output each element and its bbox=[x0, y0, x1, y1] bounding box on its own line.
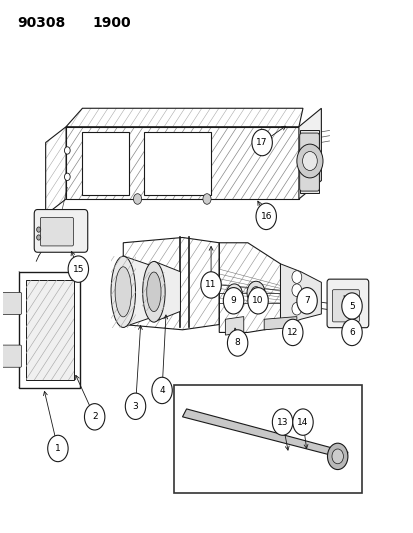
Circle shape bbox=[37, 235, 40, 240]
Circle shape bbox=[292, 409, 313, 435]
Circle shape bbox=[327, 443, 347, 470]
Circle shape bbox=[84, 403, 104, 430]
Text: 15: 15 bbox=[72, 265, 84, 273]
Circle shape bbox=[252, 130, 272, 156]
Text: 11: 11 bbox=[205, 280, 216, 289]
Circle shape bbox=[282, 319, 302, 345]
FancyBboxPatch shape bbox=[34, 209, 88, 252]
Polygon shape bbox=[299, 131, 318, 192]
Polygon shape bbox=[19, 272, 80, 388]
Circle shape bbox=[225, 284, 242, 305]
Circle shape bbox=[247, 281, 264, 304]
Text: 6: 6 bbox=[348, 328, 354, 337]
Circle shape bbox=[37, 227, 40, 232]
Text: 4: 4 bbox=[159, 386, 164, 395]
Ellipse shape bbox=[115, 266, 131, 317]
Ellipse shape bbox=[146, 272, 161, 312]
Circle shape bbox=[247, 288, 268, 314]
FancyBboxPatch shape bbox=[332, 290, 358, 322]
Circle shape bbox=[291, 284, 301, 296]
Circle shape bbox=[227, 330, 247, 356]
FancyBboxPatch shape bbox=[0, 345, 21, 367]
Polygon shape bbox=[26, 280, 74, 380]
Text: 13: 13 bbox=[276, 417, 287, 426]
Circle shape bbox=[251, 287, 260, 299]
Circle shape bbox=[341, 319, 361, 345]
Circle shape bbox=[133, 193, 141, 204]
FancyBboxPatch shape bbox=[299, 133, 318, 191]
Ellipse shape bbox=[142, 262, 165, 322]
FancyBboxPatch shape bbox=[326, 279, 368, 328]
Circle shape bbox=[331, 449, 343, 464]
Circle shape bbox=[200, 272, 221, 298]
Circle shape bbox=[68, 256, 88, 282]
Text: 90308: 90308 bbox=[17, 16, 65, 30]
Circle shape bbox=[296, 288, 316, 314]
Circle shape bbox=[341, 293, 361, 319]
Polygon shape bbox=[225, 317, 243, 335]
Circle shape bbox=[64, 147, 70, 154]
Text: 10: 10 bbox=[252, 296, 263, 305]
Circle shape bbox=[255, 203, 276, 230]
Polygon shape bbox=[298, 108, 320, 199]
Ellipse shape bbox=[111, 256, 135, 327]
Circle shape bbox=[229, 289, 238, 300]
Text: 8: 8 bbox=[234, 338, 240, 348]
Text: 1900: 1900 bbox=[93, 16, 131, 30]
Circle shape bbox=[47, 435, 68, 462]
Polygon shape bbox=[154, 261, 180, 322]
Circle shape bbox=[302, 151, 316, 171]
Polygon shape bbox=[143, 132, 211, 195]
Circle shape bbox=[272, 409, 292, 435]
Polygon shape bbox=[182, 409, 347, 459]
Circle shape bbox=[64, 173, 70, 181]
Text: 9: 9 bbox=[230, 296, 236, 305]
Text: 2: 2 bbox=[92, 413, 97, 421]
FancyBboxPatch shape bbox=[174, 385, 361, 494]
FancyBboxPatch shape bbox=[0, 292, 21, 314]
Polygon shape bbox=[82, 132, 129, 195]
Text: 17: 17 bbox=[256, 138, 267, 147]
Circle shape bbox=[202, 193, 211, 204]
Circle shape bbox=[296, 144, 322, 178]
Text: 14: 14 bbox=[297, 417, 308, 426]
Circle shape bbox=[223, 288, 243, 314]
Text: 16: 16 bbox=[260, 212, 271, 221]
Polygon shape bbox=[280, 264, 320, 327]
Text: 12: 12 bbox=[286, 328, 298, 337]
Polygon shape bbox=[123, 256, 154, 327]
Polygon shape bbox=[263, 317, 296, 330]
Circle shape bbox=[291, 302, 301, 315]
Text: 7: 7 bbox=[304, 296, 309, 305]
Circle shape bbox=[152, 377, 172, 403]
Circle shape bbox=[125, 393, 145, 419]
Text: 1: 1 bbox=[55, 444, 61, 453]
Circle shape bbox=[291, 271, 301, 284]
Text: 5: 5 bbox=[348, 302, 354, 311]
FancyBboxPatch shape bbox=[40, 217, 73, 246]
Text: 3: 3 bbox=[132, 402, 138, 411]
